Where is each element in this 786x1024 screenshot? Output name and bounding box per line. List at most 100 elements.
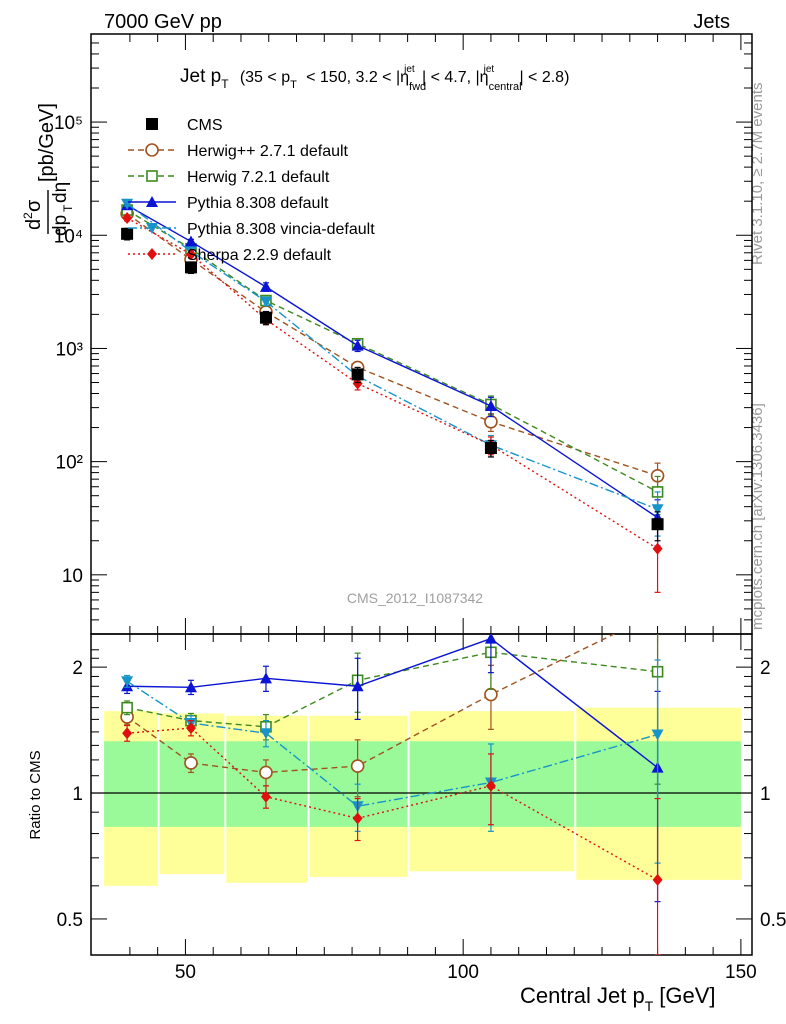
y-tick-label: 10³ — [56, 339, 83, 360]
marker-open-square — [146, 170, 158, 182]
y-tick-label: 10⁴ — [54, 226, 83, 247]
series-sherpa-2-2-9-default — [122, 719, 663, 955]
legend-label: CMS — [187, 117, 223, 134]
marker-circle — [145, 143, 159, 157]
legend-label: Pythia 8.308 vincia-default — [187, 221, 375, 238]
header-left: 7000 GeV pp — [104, 11, 222, 33]
series-line — [126, 203, 658, 510]
svg-text:T: T — [61, 204, 75, 212]
series-sherpa-2-2-9-default — [122, 212, 663, 593]
marker-diamond — [147, 248, 157, 260]
legend: CMS Herwig++ 2.7.1 default Herwig 7.2.1 de… — [128, 117, 375, 264]
y-tick-label: 10⁵ — [54, 113, 83, 134]
legend-entry: Herwig 7.2.1 default — [128, 169, 330, 186]
legend-entry: Sherpa 2.2.9 default — [128, 247, 332, 264]
svg-text:[pb/GeV]: [pb/GeV] — [36, 103, 58, 182]
marker-triangle-down — [121, 676, 134, 688]
band-inner — [159, 741, 225, 827]
ratio-uncertainty-bands — [104, 707, 741, 886]
marker-triangle-up — [184, 681, 197, 693]
series-line — [126, 651, 658, 728]
series-line — [127, 637, 659, 769]
legend-label: Herwig++ 2.7.1 default — [187, 143, 349, 160]
ratio-y-tick-label: 0.5 — [760, 910, 786, 931]
header-right: Jets — [693, 11, 730, 33]
marker-diamond — [485, 779, 496, 792]
x-tick-label: 150 — [725, 962, 757, 983]
y-tick-label: 10 — [62, 566, 83, 587]
band-inner — [226, 741, 308, 827]
marker-triangle-up — [259, 280, 272, 292]
marker-triangle-down — [259, 728, 272, 740]
mcplots-label: mcplots.cern.ch [arXiv:1306.3436] — [749, 403, 766, 630]
legend-entry: Pythia 8.308 vincia-default — [128, 221, 375, 238]
x-axis-label: Central Jet pT [GeV] — [520, 983, 716, 1014]
ratio-panel: 50 100 150 0.5 0.5 1 1 2 2 — [57, 607, 786, 983]
svg-text:2: 2 — [21, 212, 35, 219]
marker-triangle-up — [351, 680, 364, 692]
analysis-watermark: CMS_2012_I1087342 — [347, 590, 483, 606]
marker-triangle-down — [146, 223, 158, 234]
ratio-y-tick-label: 2 — [760, 658, 771, 679]
marker-square — [651, 518, 664, 531]
legend-label: Sherpa 2.2.9 default — [187, 247, 332, 264]
marker-diamond — [122, 727, 133, 740]
marker-diamond — [260, 790, 271, 803]
ratio-y-label: Ratio to CMS — [27, 750, 44, 839]
series-line — [126, 217, 658, 550]
marker-triangle-up — [484, 400, 497, 412]
main-y-label: d 2 σ dp T dη [pb/GeV] — [21, 103, 75, 236]
marker-diamond — [185, 722, 196, 735]
x-tick-label: 100 — [447, 962, 479, 983]
legend-label: Pythia 8.308 default — [187, 195, 329, 212]
marker-square — [484, 441, 497, 454]
marker-diamond — [185, 248, 196, 261]
marker-circle — [484, 414, 498, 429]
ratio-y-tick-label: 1 — [760, 784, 771, 805]
rivet-label: Rivet 3.1.10, ≥ 2.7M events — [749, 83, 766, 266]
marker-diamond — [122, 212, 133, 225]
marker-open-square — [121, 701, 133, 714]
marker-square — [259, 311, 272, 324]
svg-text:σ: σ — [23, 199, 45, 212]
marker-triangle-up — [484, 634, 497, 644]
series-line — [126, 209, 658, 493]
marker-circle — [259, 765, 273, 780]
band-inner — [104, 741, 158, 827]
y-tick-label: 10² — [56, 453, 83, 474]
marker-diamond — [652, 873, 663, 886]
marker-square — [146, 118, 158, 130]
marker-circle — [484, 687, 498, 702]
series-line — [126, 204, 658, 519]
marker-triangle-up — [351, 339, 364, 351]
marker-square — [351, 368, 364, 381]
marker-circle — [652, 607, 664, 619]
marker-triangle-up — [259, 672, 272, 684]
legend-entry: Herwig++ 2.7.1 default — [128, 143, 349, 160]
series-line — [126, 213, 658, 477]
svg-text:d: d — [23, 219, 45, 230]
svg-text:dη: dη — [50, 182, 71, 203]
marker-diamond — [352, 812, 363, 825]
marker-triangle-down — [651, 729, 664, 741]
marker-square — [121, 227, 134, 240]
ratio-y-tick-label: 0.5 — [57, 910, 83, 931]
series-cms — [121, 227, 664, 542]
marker-triangle-down — [651, 504, 664, 516]
legend-entry: Pythia 8.308 default — [128, 195, 329, 212]
marker-triangle-up — [146, 196, 158, 207]
legend-entry: CMS — [146, 117, 223, 134]
svg-text:dp: dp — [50, 215, 71, 236]
main-panel: 10 10² 10³ 10⁴ 10⁵ — [54, 33, 753, 635]
ratio-frame — [90, 633, 753, 956]
legend-label: Herwig 7.2.1 default — [187, 169, 330, 186]
marker-triangle-up — [184, 235, 197, 247]
ratio-y-tick-label: 1 — [72, 784, 83, 805]
ratio-y-tick-label: 2 — [72, 658, 83, 679]
plot-title: Jet pT (35 < pT < 150, 3.2 < |ηfwdjet | … — [180, 56, 569, 93]
marker-triangle-down — [259, 296, 272, 308]
x-tick-label: 50 — [175, 962, 196, 983]
marker-diamond — [652, 542, 663, 555]
marker-circle — [350, 759, 365, 773]
